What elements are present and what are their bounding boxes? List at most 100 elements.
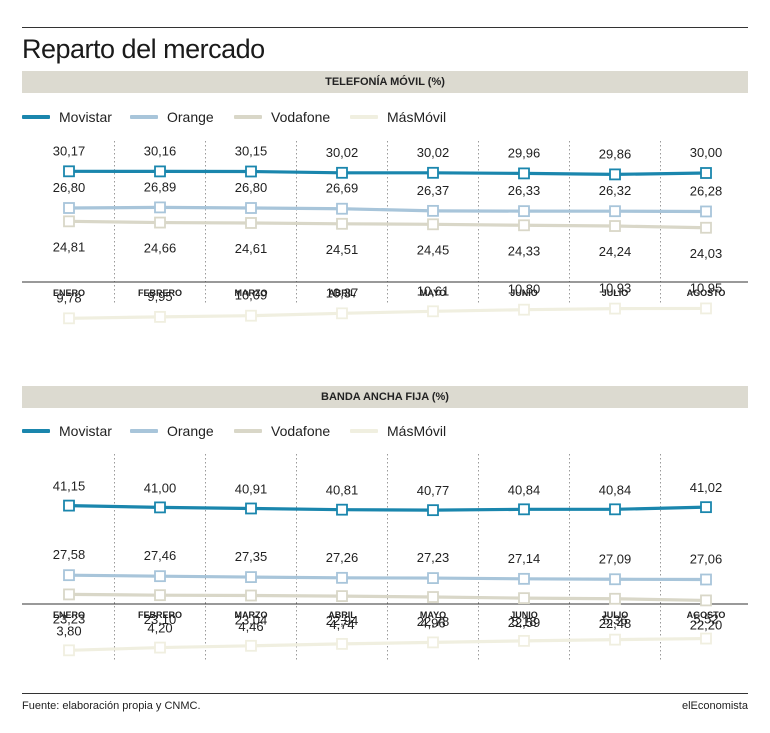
data-label-masmovil: 4,74: [329, 617, 354, 632]
legend-item-movistar: Movistar: [22, 107, 112, 127]
data-label-masmovil: 10,93: [599, 281, 632, 296]
data-label-vodafone: 22,20: [690, 617, 723, 632]
data-point-masmovil: [245, 639, 257, 652]
data-label-masmovil: 4,96: [420, 615, 445, 630]
chart-title: Reparto del mercado: [22, 34, 265, 64]
data-point-movistar: [700, 167, 712, 179]
data-point-masmovil: [700, 632, 712, 645]
data-label-vodafone: 23,10: [144, 612, 177, 627]
legend-item-movistar: Movistar: [22, 421, 112, 441]
data-label-masmovil: 10,95: [690, 280, 723, 295]
data-point-movistar: [245, 502, 257, 515]
data-point-masmovil: [245, 309, 257, 322]
data-label-vodafone: 24,51: [326, 242, 359, 257]
data-label-orange: 26,80: [53, 180, 86, 195]
legend: Movistar Orange Vodafone MásMóvil: [22, 421, 748, 441]
data-point-vodafone: [245, 217, 257, 229]
data-label-orange: 26,69: [326, 181, 359, 196]
legend-swatch-vodafone: [234, 115, 262, 119]
data-label-orange: 26,32: [599, 183, 632, 198]
data-point-orange: [518, 572, 530, 585]
data-label-masmovil: 10,80: [508, 282, 541, 297]
data-point-orange: [336, 571, 348, 584]
data-label-movistar: 40,84: [599, 482, 632, 497]
x-tick-label: JULIO: [602, 288, 629, 298]
x-tick-label: ENERO: [53, 288, 85, 298]
legend-item-orange: Orange: [130, 107, 214, 127]
data-point-orange: [609, 573, 621, 586]
data-point-movistar: [700, 501, 712, 514]
data-point-masmovil: [518, 303, 530, 316]
data-label-movistar: 29,96: [508, 145, 541, 160]
data-label-vodafone: 22,48: [599, 616, 632, 631]
data-label-orange: 27,23: [417, 550, 450, 565]
data-point-movistar: [609, 168, 621, 181]
legend-swatch-masmovil: [350, 115, 378, 119]
data-point-orange: [427, 572, 439, 584]
series-line-masmovil: [68, 636, 707, 652]
panel-title-band: BANDA ANCHA FIJA (%): [22, 386, 748, 408]
data-point-vodafone: [518, 219, 530, 232]
series-line-movistar: [68, 169, 707, 177]
brand-credit: elEconomista: [681, 700, 748, 712]
data-label-masmovil: 5,18: [511, 614, 536, 629]
data-point-masmovil: [336, 307, 348, 320]
data-point-orange: [245, 202, 257, 214]
data-point-masmovil: [427, 636, 439, 649]
series-line-movistar: [68, 504, 707, 512]
legend: Movistar Orange Vodafone MásMóvil: [22, 107, 748, 127]
x-tick-label: JUNIO: [510, 610, 538, 620]
data-point-movistar: [427, 166, 439, 179]
data-label-vodafone: 24,45: [417, 242, 450, 257]
data-point-masmovil: [609, 302, 621, 315]
data-label-vodafone: 24,81: [53, 239, 86, 254]
data-point-vodafone: [154, 216, 166, 229]
legend-item-masmovil: MásMóvil: [350, 421, 446, 441]
plot-area-telefonia-movil: ENERO FEBRERO MARZO ABRIL MAYO JUNIO JULIO AGOS…: [22, 141, 748, 325]
data-point-vodafone: [63, 588, 75, 601]
legend-item-vodafone: Vodafone: [234, 107, 330, 127]
x-tick-label: FEBRERO: [138, 610, 182, 620]
data-label-masmovil: 9,95: [147, 289, 172, 304]
data-label-masmovil: 3,80: [56, 623, 81, 638]
data-label-movistar: 30,00: [690, 145, 723, 160]
data-point-masmovil: [63, 312, 75, 325]
data-point-movistar: [336, 503, 348, 516]
data-point-masmovil: [609, 633, 621, 646]
data-label-movistar: 40,81: [326, 483, 359, 498]
data-label-orange: 26,33: [508, 183, 541, 198]
legend-label-orange: Orange: [167, 423, 214, 439]
data-label-orange: 27,58: [53, 547, 86, 562]
data-label-vodafone: 22,78: [417, 614, 450, 629]
legend-swatch-movistar: [22, 429, 50, 433]
series-line-vodafone: [68, 219, 707, 230]
data-point-orange: [63, 202, 75, 214]
data-label-movistar: 40,91: [235, 481, 268, 496]
plot-area-banda-ancha-fija: ENERO FEBRERO MARZO ABRIL MAYO JUNIO JULIO AGOS…: [22, 454, 748, 660]
data-label-masmovil: 4,20: [147, 621, 172, 636]
x-tick-label: MAYO: [420, 610, 446, 620]
data-label-vodafone: 24,24: [599, 244, 632, 259]
x-tick-label: JULIO: [602, 610, 629, 620]
data-label-masmovil: 5,52: [693, 612, 718, 627]
legend-swatch-orange: [130, 115, 158, 119]
legend-item-orange: Orange: [130, 421, 214, 441]
legend-label-vodafone: Vodafone: [271, 109, 331, 125]
data-label-orange: 27,46: [144, 548, 177, 563]
data-label-vodafone: 24,66: [144, 241, 177, 256]
panel-telefonia-movil: TELEFONÍA MÓVIL (%) Movistar Orange Voda…: [22, 71, 748, 371]
data-label-orange: 26,89: [144, 179, 177, 194]
data-label-movistar: 40,77: [417, 483, 450, 498]
x-tick-label: MAYO: [420, 288, 446, 298]
legend-swatch-movistar: [22, 115, 50, 119]
x-tick-label: ABRIL: [328, 288, 356, 298]
data-label-vodafone: 24,61: [235, 241, 268, 256]
data-label-orange: 27,09: [599, 551, 632, 566]
data-point-movistar: [63, 499, 75, 512]
legend-label-vodafone: Vodafone: [271, 423, 331, 439]
data-point-vodafone: [336, 590, 348, 603]
data-point-orange: [245, 571, 257, 583]
data-point-vodafone: [336, 217, 348, 230]
series-line-orange: [68, 205, 707, 214]
panel-banda-ancha-fija: BANDA ANCHA FIJA (%) Movistar Orange Vod…: [22, 386, 748, 686]
